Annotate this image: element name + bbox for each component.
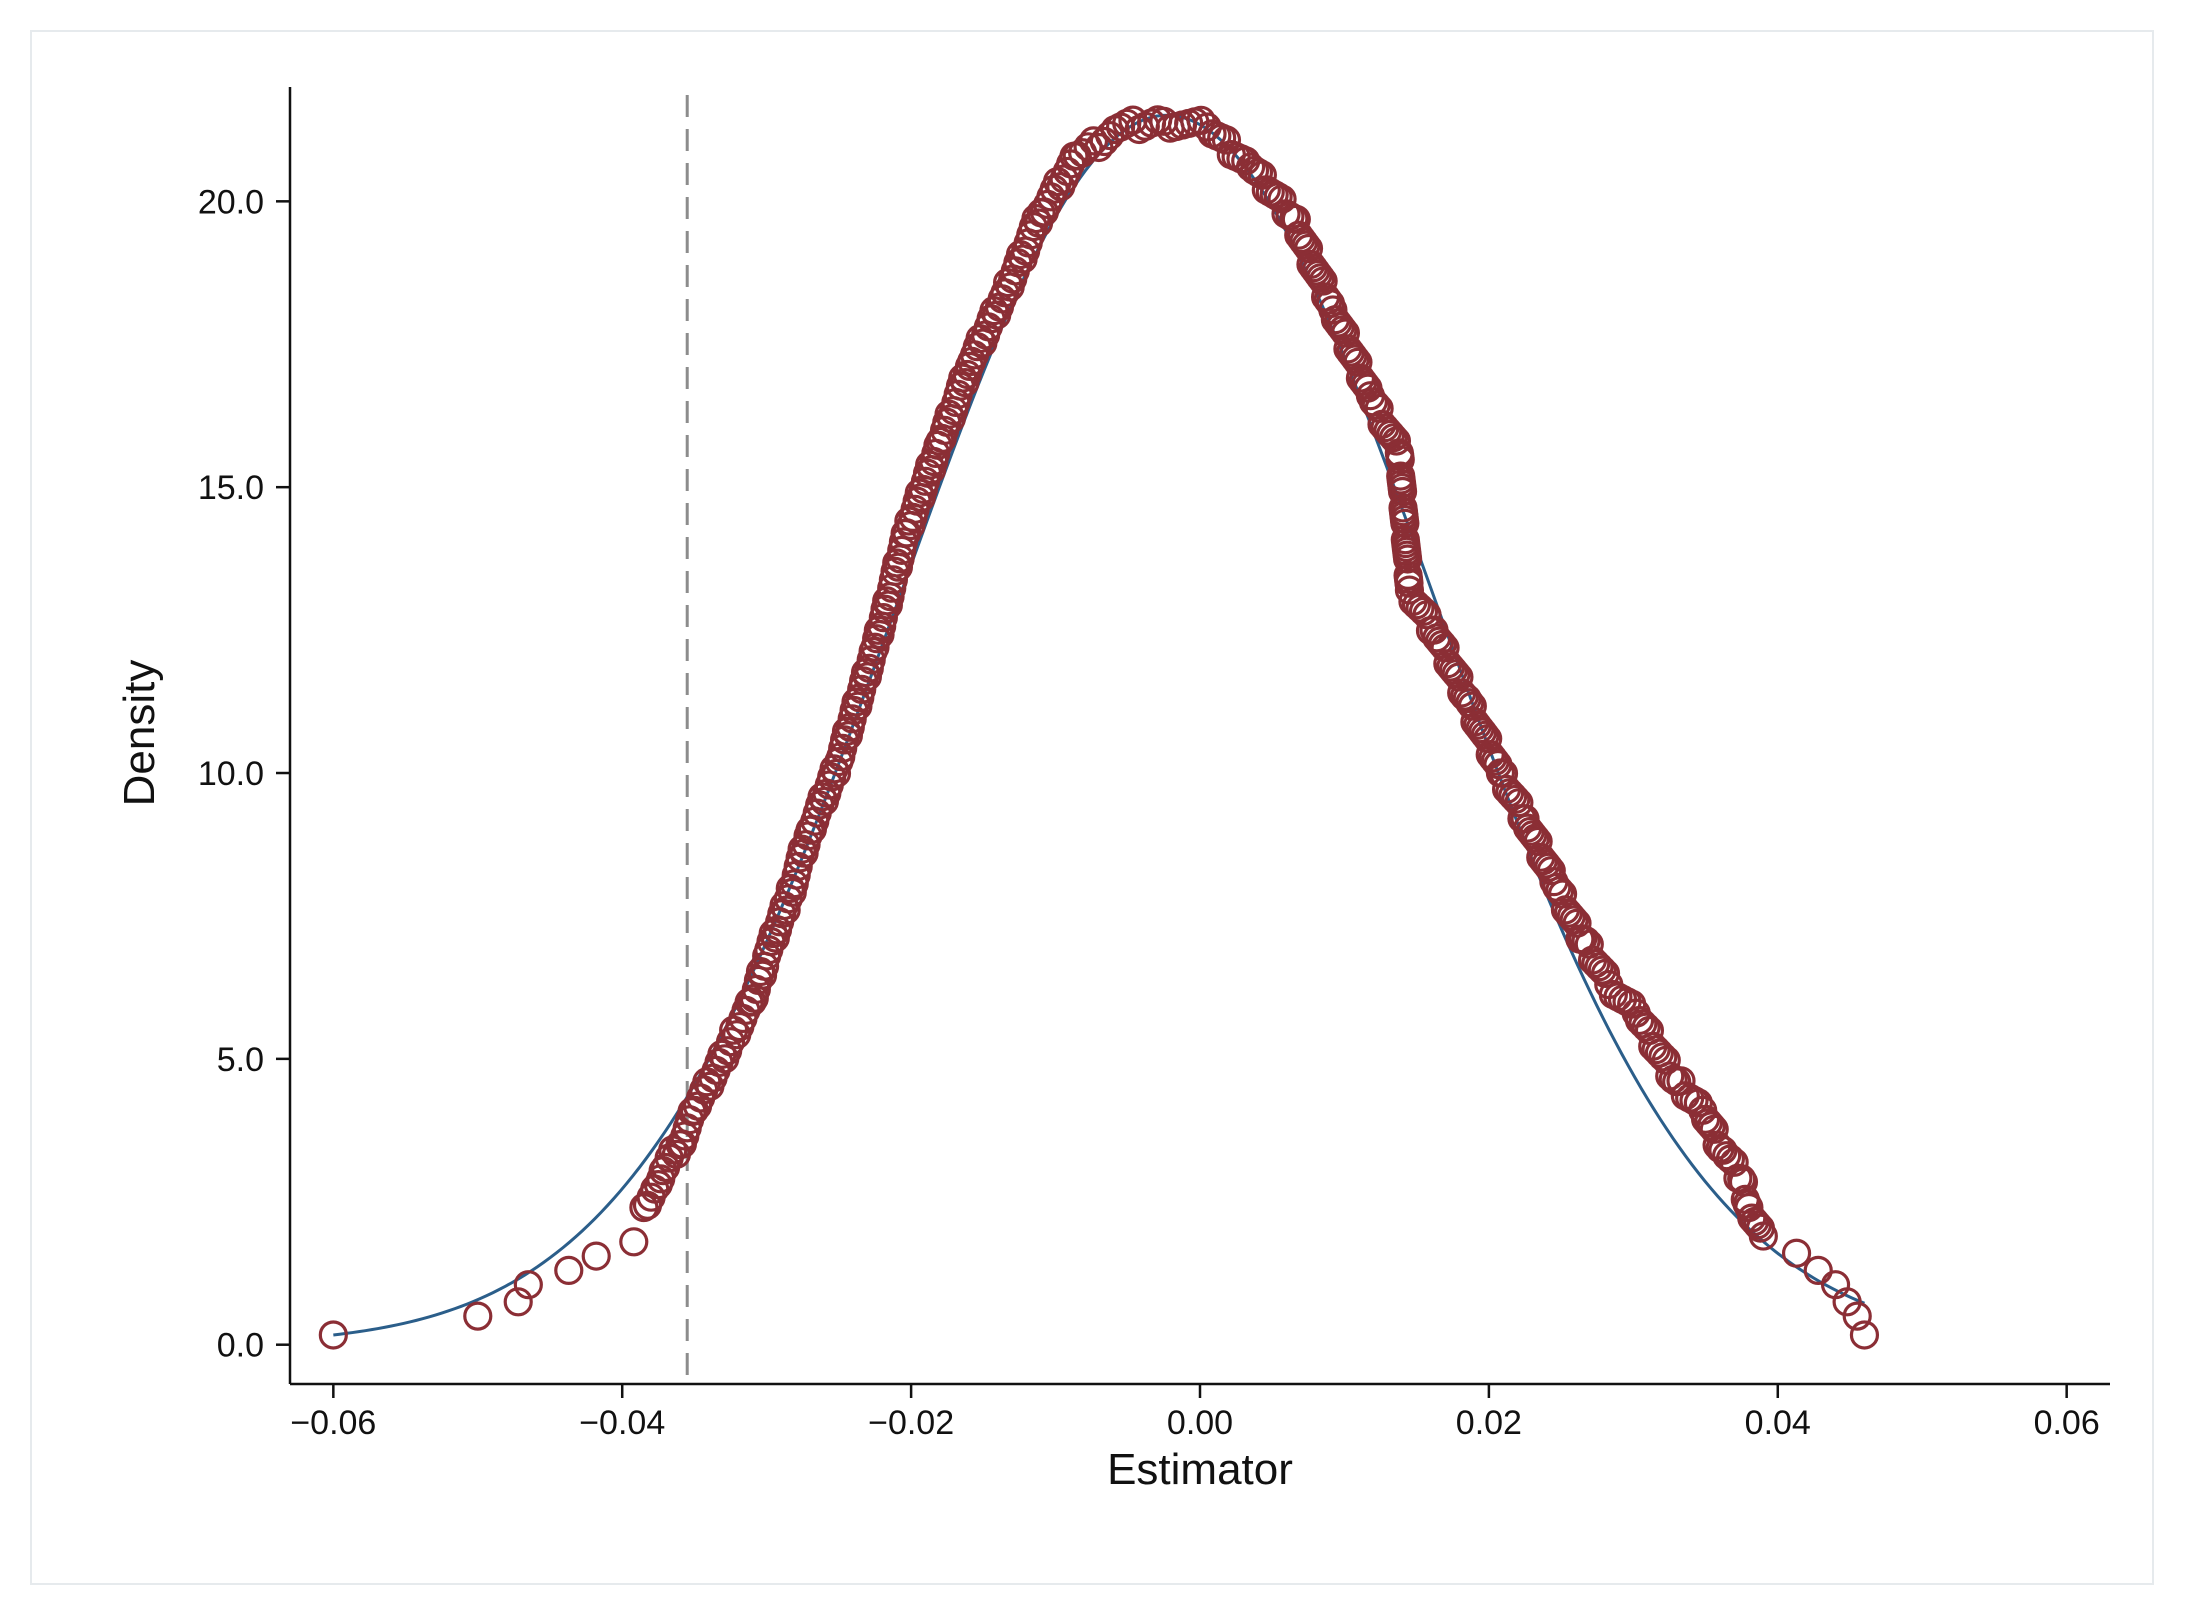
- data-point: [1211, 125, 1242, 155]
- data-point: [1515, 816, 1545, 847]
- x-axis-title: Estimator: [1107, 1445, 1293, 1494]
- density-points-layer: [318, 105, 1880, 1350]
- data-point: [1699, 1114, 1729, 1144]
- data-point: [1723, 1163, 1753, 1193]
- data-point: [1378, 423, 1409, 453]
- data-point: [1501, 784, 1531, 814]
- data-point: [1849, 1320, 1880, 1350]
- data-point: [1401, 590, 1432, 620]
- x-tick-label: 0.00: [1167, 1404, 1233, 1442]
- normal-density-curve: [333, 113, 1866, 1337]
- data-point: [1742, 1210, 1773, 1240]
- y-axis-title: Density: [115, 660, 164, 807]
- data-point: [1449, 681, 1480, 711]
- data-point: [1393, 544, 1423, 574]
- data-point: [1444, 662, 1474, 692]
- data-point: [1737, 1203, 1767, 1233]
- data-point: [1345, 363, 1376, 393]
- x-tick-label: 0.04: [1745, 1404, 1811, 1442]
- data-point: [1373, 416, 1403, 446]
- data-point: [1504, 788, 1534, 818]
- data-point: [1803, 1255, 1833, 1285]
- data-point: [1528, 846, 1558, 876]
- normal-density-curve-layer: [333, 113, 1866, 1337]
- data-point: [890, 518, 920, 549]
- x-tick-label: −0.04: [579, 1404, 665, 1442]
- x-tick-label: 0.02: [1456, 1404, 1522, 1442]
- data-point: [713, 1036, 743, 1066]
- data-point: [771, 895, 801, 925]
- data-point: [554, 1255, 584, 1285]
- data-point: [513, 1270, 543, 1300]
- data-point: [1335, 337, 1366, 367]
- data-point: [1590, 958, 1621, 989]
- data-point: [1323, 308, 1353, 338]
- data-point: [858, 636, 888, 667]
- y-tick-label: 10.0: [198, 755, 264, 793]
- data-point: [463, 1301, 493, 1331]
- data-point: [619, 1227, 649, 1257]
- data-point: [1584, 952, 1614, 982]
- data-point: [1651, 1045, 1681, 1075]
- data-point: [1385, 445, 1415, 475]
- data-point: [1267, 184, 1297, 214]
- x-tick-label: −0.02: [868, 1404, 954, 1442]
- data-point: [1553, 898, 1583, 928]
- data-point: [1436, 652, 1466, 682]
- data-point: [1715, 1144, 1746, 1174]
- figure-frame: −0.06 −0.04 −0.02 0.00 0.02 0.04 0.06 0.0 5.0 10…: [30, 30, 2154, 1585]
- data-point: [1408, 596, 1439, 627]
- data-point: [1531, 849, 1561, 879]
- data-point: [1641, 1035, 1671, 1065]
- data-point: [1587, 955, 1617, 985]
- x-tick-label: 0.06: [2034, 1404, 2100, 1442]
- data-point: [1562, 908, 1592, 938]
- data-point: [1381, 426, 1412, 456]
- data-point: [1624, 1005, 1655, 1036]
- data-point: [581, 1241, 611, 1271]
- data-point: [1465, 714, 1495, 744]
- data-point: [1666, 1066, 1696, 1096]
- y-tick-label: 15.0: [198, 469, 264, 507]
- y-ticks: 0.0 5.0 10.0 15.0 20.0: [198, 183, 290, 1365]
- data-point: [1422, 623, 1452, 653]
- data-point: [1728, 1167, 1759, 1197]
- data-point: [1536, 856, 1566, 886]
- data-point: [503, 1287, 533, 1317]
- data-point: [1478, 743, 1508, 773]
- y-tick-label: 0.0: [217, 1327, 264, 1365]
- data-point: [1690, 1104, 1721, 1134]
- data-point: [318, 1320, 348, 1350]
- data-point: [1390, 508, 1420, 538]
- data-point: [1634, 1015, 1665, 1046]
- data-point: [707, 1039, 737, 1069]
- axes-layer: [288, 87, 2110, 1386]
- density-chart: −0.06 −0.04 −0.02 0.00 0.02 0.04 0.06 0.0 5.0 10…: [115, 87, 2110, 1494]
- data-point: [1712, 1141, 1742, 1171]
- data-point: [1740, 1206, 1770, 1237]
- data-point: [1495, 778, 1525, 808]
- x-tick-label: −0.06: [290, 1404, 376, 1442]
- data-point: [1745, 1213, 1776, 1243]
- data-point: [1842, 1301, 1872, 1331]
- data-point: [1534, 852, 1564, 882]
- data-point: [1781, 1238, 1812, 1268]
- data-point: [1387, 476, 1418, 507]
- x-ticks: −0.06 −0.04 −0.02 0.00 0.02 0.04 0.06: [290, 1384, 2100, 1442]
- y-tick-label: 5.0: [217, 1041, 264, 1079]
- data-point: [1581, 948, 1611, 979]
- y-tick-label: 20.0: [198, 183, 264, 221]
